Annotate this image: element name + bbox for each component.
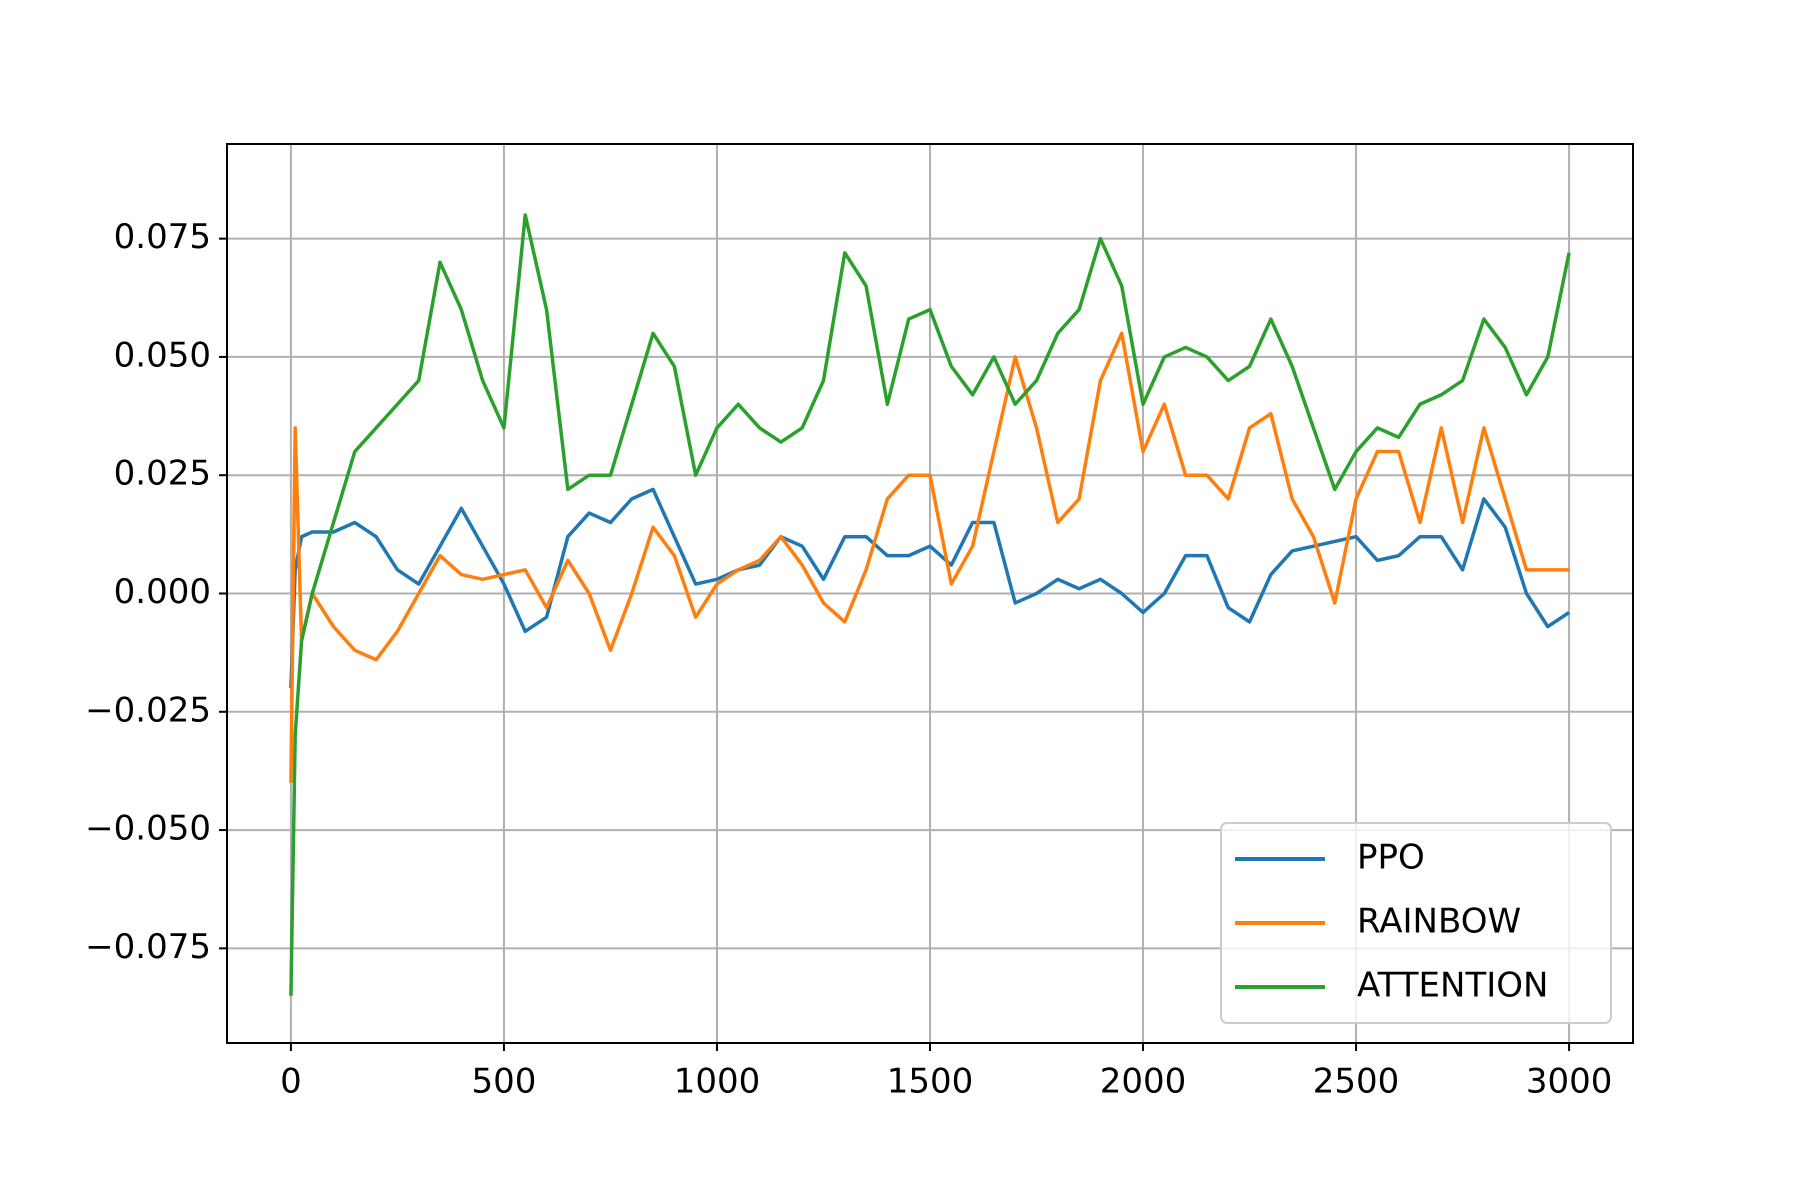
y-tick-label: 0.075 bbox=[114, 217, 211, 257]
x-tick-label: 500 bbox=[471, 1062, 536, 1102]
y-tick-label: −0.025 bbox=[85, 690, 211, 730]
legend-label: PPO bbox=[1357, 838, 1425, 878]
y-tick-label: −0.050 bbox=[85, 809, 211, 849]
plot-frame bbox=[226, 143, 1634, 1044]
series-line bbox=[289, 213, 1571, 996]
x-tick-label: 1000 bbox=[674, 1062, 761, 1102]
y-tick-label: 0.025 bbox=[114, 454, 211, 494]
legend-label: ATTENTION bbox=[1357, 966, 1548, 1006]
x-tick-label: 1500 bbox=[887, 1062, 974, 1102]
legend: PPO RAINBOW ATTENTION bbox=[1220, 822, 1612, 1024]
y-tick-label: −0.075 bbox=[85, 927, 211, 967]
x-tick-label: 3000 bbox=[1526, 1062, 1613, 1102]
y-tick-label: 0.050 bbox=[114, 335, 211, 375]
x-tick-label: 2500 bbox=[1313, 1062, 1400, 1102]
x-tick-label: 2000 bbox=[1100, 1062, 1187, 1102]
x-tick-label: 0 bbox=[280, 1062, 302, 1102]
y-tick-label: 0.000 bbox=[114, 572, 211, 612]
legend-box bbox=[1220, 822, 1612, 1024]
legend-label: RAINBOW bbox=[1357, 902, 1521, 942]
series-line bbox=[289, 331, 1570, 783]
